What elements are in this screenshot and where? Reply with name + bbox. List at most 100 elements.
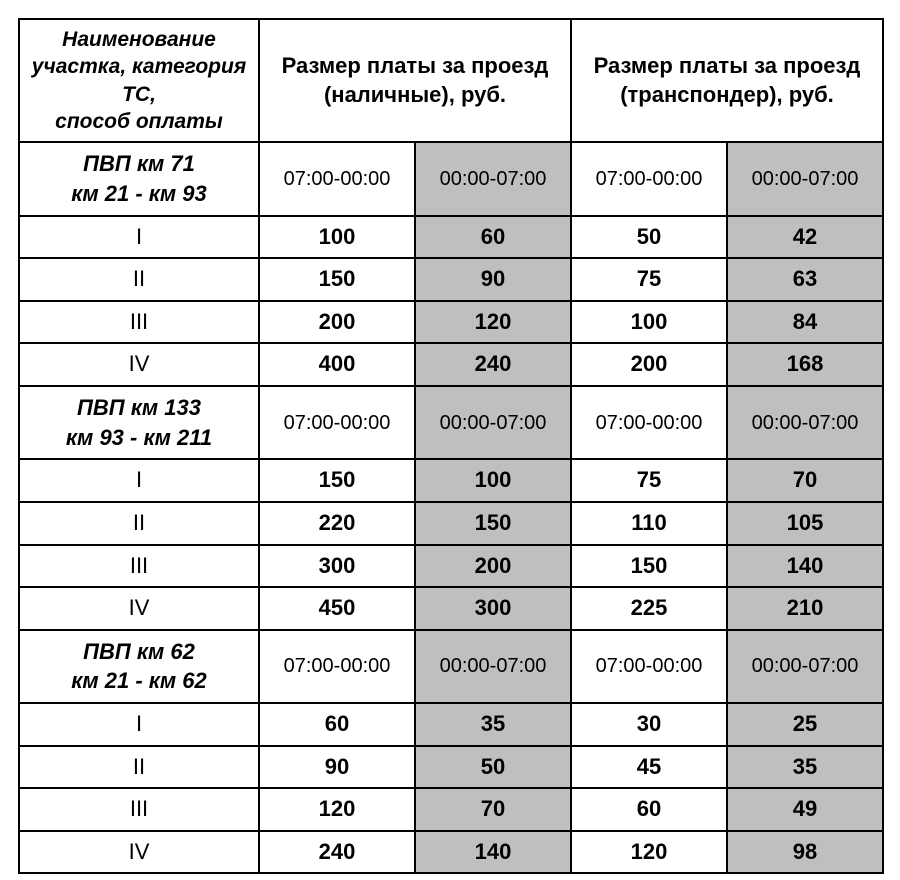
toll-price-table: Наименование участка, категория ТС,спосо… [18, 18, 884, 874]
time-cash-night: 00:00-07:00 [415, 142, 571, 215]
time-tr-night: 00:00-07:00 [727, 630, 883, 703]
section-title-line2: км 21 - км 93 [71, 181, 207, 206]
price-cash-night: 150 [415, 502, 571, 545]
table-row: III 300 200 150 140 [19, 545, 883, 588]
price-cash-day: 150 [259, 459, 415, 502]
category-label: III [19, 301, 259, 344]
section-title: ПВП км 71 км 21 - км 93 [19, 142, 259, 215]
table-row: III 120 70 60 49 [19, 788, 883, 831]
table-header-row: Наименование участка, категория ТС,спосо… [19, 19, 883, 142]
col-header-cash: Размер платы за проезд (наличные), руб. [259, 19, 571, 142]
price-tr-day: 30 [571, 703, 727, 746]
table-row: IV 240 140 120 98 [19, 831, 883, 874]
table-row: II 220 150 110 105 [19, 502, 883, 545]
price-cash-day: 220 [259, 502, 415, 545]
category-label: II [19, 258, 259, 301]
price-tr-day: 225 [571, 587, 727, 630]
section-title: ПВП км 133 км 93 - км 211 [19, 386, 259, 459]
price-tr-day: 110 [571, 502, 727, 545]
price-tr-day: 100 [571, 301, 727, 344]
price-tr-night: 98 [727, 831, 883, 874]
category-label: IV [19, 587, 259, 630]
price-cash-day: 60 [259, 703, 415, 746]
price-tr-night: 210 [727, 587, 883, 630]
price-cash-night: 240 [415, 343, 571, 386]
price-tr-night: 70 [727, 459, 883, 502]
category-label: IV [19, 343, 259, 386]
price-tr-night: 42 [727, 216, 883, 259]
section-title-line1: ПВП км 133 [77, 395, 201, 420]
price-cash-night: 100 [415, 459, 571, 502]
price-cash-night: 140 [415, 831, 571, 874]
category-label: IV [19, 831, 259, 874]
price-cash-night: 300 [415, 587, 571, 630]
price-cash-day: 240 [259, 831, 415, 874]
price-tr-night: 35 [727, 746, 883, 789]
col-header-name: Наименование участка, категория ТС,спосо… [19, 19, 259, 142]
category-label: I [19, 459, 259, 502]
price-tr-day: 60 [571, 788, 727, 831]
time-cash-night: 00:00-07:00 [415, 386, 571, 459]
price-cash-day: 100 [259, 216, 415, 259]
price-tr-day: 200 [571, 343, 727, 386]
table-row: IV 400 240 200 168 [19, 343, 883, 386]
price-cash-night: 60 [415, 216, 571, 259]
price-tr-night: 63 [727, 258, 883, 301]
price-cash-night: 90 [415, 258, 571, 301]
col-header-transponder: Размер платы за проезд (транспондер), ру… [571, 19, 883, 142]
price-tr-day: 45 [571, 746, 727, 789]
table-row: I 150 100 75 70 [19, 459, 883, 502]
price-tr-night: 84 [727, 301, 883, 344]
price-cash-day: 450 [259, 587, 415, 630]
category-label: III [19, 788, 259, 831]
time-tr-day: 07:00-00:00 [571, 142, 727, 215]
section-header: ПВП км 71 км 21 - км 93 07:00-00:00 00:0… [19, 142, 883, 215]
table-row: II 150 90 75 63 [19, 258, 883, 301]
price-cash-night: 200 [415, 545, 571, 588]
time-tr-night: 00:00-07:00 [727, 142, 883, 215]
time-tr-day: 07:00-00:00 [571, 630, 727, 703]
table-row: II 90 50 45 35 [19, 746, 883, 789]
time-tr-day: 07:00-00:00 [571, 386, 727, 459]
time-tr-night: 00:00-07:00 [727, 386, 883, 459]
section-title-line2: км 93 - км 211 [66, 425, 212, 450]
price-cash-day: 400 [259, 343, 415, 386]
section-header: ПВП км 133 км 93 - км 211 07:00-00:00 00… [19, 386, 883, 459]
category-label: I [19, 216, 259, 259]
price-cash-day: 90 [259, 746, 415, 789]
section-title-line1: ПВП км 71 [83, 151, 195, 176]
table-row: IV 450 300 225 210 [19, 587, 883, 630]
category-label: III [19, 545, 259, 588]
price-cash-night: 35 [415, 703, 571, 746]
price-tr-day: 75 [571, 258, 727, 301]
price-cash-day: 150 [259, 258, 415, 301]
price-tr-day: 150 [571, 545, 727, 588]
time-cash-day: 07:00-00:00 [259, 386, 415, 459]
price-tr-night: 105 [727, 502, 883, 545]
price-tr-night: 49 [727, 788, 883, 831]
time-cash-day: 07:00-00:00 [259, 630, 415, 703]
price-cash-night: 120 [415, 301, 571, 344]
table-row: I 100 60 50 42 [19, 216, 883, 259]
category-label: I [19, 703, 259, 746]
price-tr-day: 75 [571, 459, 727, 502]
price-cash-night: 50 [415, 746, 571, 789]
table-row: III 200 120 100 84 [19, 301, 883, 344]
category-label: II [19, 502, 259, 545]
section-header: ПВП км 62 км 21 - км 62 07:00-00:00 00:0… [19, 630, 883, 703]
time-cash-night: 00:00-07:00 [415, 630, 571, 703]
price-tr-night: 25 [727, 703, 883, 746]
category-label: II [19, 746, 259, 789]
price-tr-day: 50 [571, 216, 727, 259]
table-row: I 60 35 30 25 [19, 703, 883, 746]
section-title: ПВП км 62 км 21 - км 62 [19, 630, 259, 703]
price-cash-day: 200 [259, 301, 415, 344]
price-cash-day: 300 [259, 545, 415, 588]
price-tr-night: 168 [727, 343, 883, 386]
price-tr-day: 120 [571, 831, 727, 874]
section-title-line1: ПВП км 62 [83, 639, 195, 664]
price-cash-day: 120 [259, 788, 415, 831]
time-cash-day: 07:00-00:00 [259, 142, 415, 215]
price-cash-night: 70 [415, 788, 571, 831]
section-title-line2: км 21 - км 62 [71, 668, 207, 693]
